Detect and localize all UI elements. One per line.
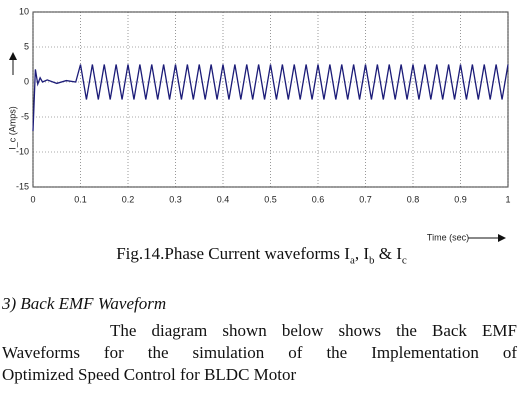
y-tick-label: 0 — [24, 76, 29, 86]
paragraph: The diagram shown below shows the Back E… — [2, 320, 517, 386]
caption-subscript: b — [369, 254, 375, 267]
caption-subscript: a — [349, 254, 355, 267]
caption-subscript: c — [401, 254, 407, 267]
caption-text: Fig.14.Phase Current waveforms I — [116, 244, 350, 263]
x-tick-label: 0.8 — [407, 194, 420, 204]
x-tick-label: 0.6 — [312, 194, 325, 204]
y-tick-label: 10 — [19, 6, 29, 16]
x-arrow-head — [498, 234, 506, 242]
x-tick-label: 0.7 — [359, 194, 372, 204]
y-tick-label: -15 — [16, 181, 29, 191]
y-arrow-head — [9, 52, 17, 60]
caption-text: & I — [374, 244, 402, 263]
x-tick-label: 0.5 — [264, 194, 277, 204]
x-tick-label: 0 — [30, 194, 35, 204]
y-axis-label: I_c (Amps) — [7, 106, 17, 150]
x-tick-label: 1 — [505, 194, 510, 204]
figure: I_c (Amps) Time (sec) -15 -10 -5 0 5 10 0 0.1 0.… — [7, 6, 510, 242]
y-tick-label: -5 — [21, 111, 29, 121]
x-tick-label: 0.2 — [122, 194, 135, 204]
y-tick-label: -10 — [16, 146, 29, 156]
caption-text: , I — [354, 244, 369, 263]
x-axis-label: Time (sec) — [427, 232, 469, 242]
y-tick-label: 5 — [24, 41, 29, 51]
paragraph-line: Optimized Speed Control for BLDC Motor — [2, 365, 297, 384]
section-heading: 3) Back EMF Waveform — [2, 294, 167, 313]
x-tick-label: 0.9 — [454, 194, 467, 204]
waveform — [32, 64, 509, 132]
figure-caption: Fig.14.Phase Current waveforms Ia, Ib & … — [0, 244, 523, 266]
x-tick-label: 0.4 — [217, 194, 230, 204]
paragraph-line: Waveforms for the simulation of the Impl… — [2, 343, 517, 362]
x-tick-label: 0.1 — [74, 194, 87, 204]
x-tick-label: 0.3 — [169, 194, 182, 204]
paragraph-line: The diagram shown below shows the Back E… — [110, 321, 517, 340]
